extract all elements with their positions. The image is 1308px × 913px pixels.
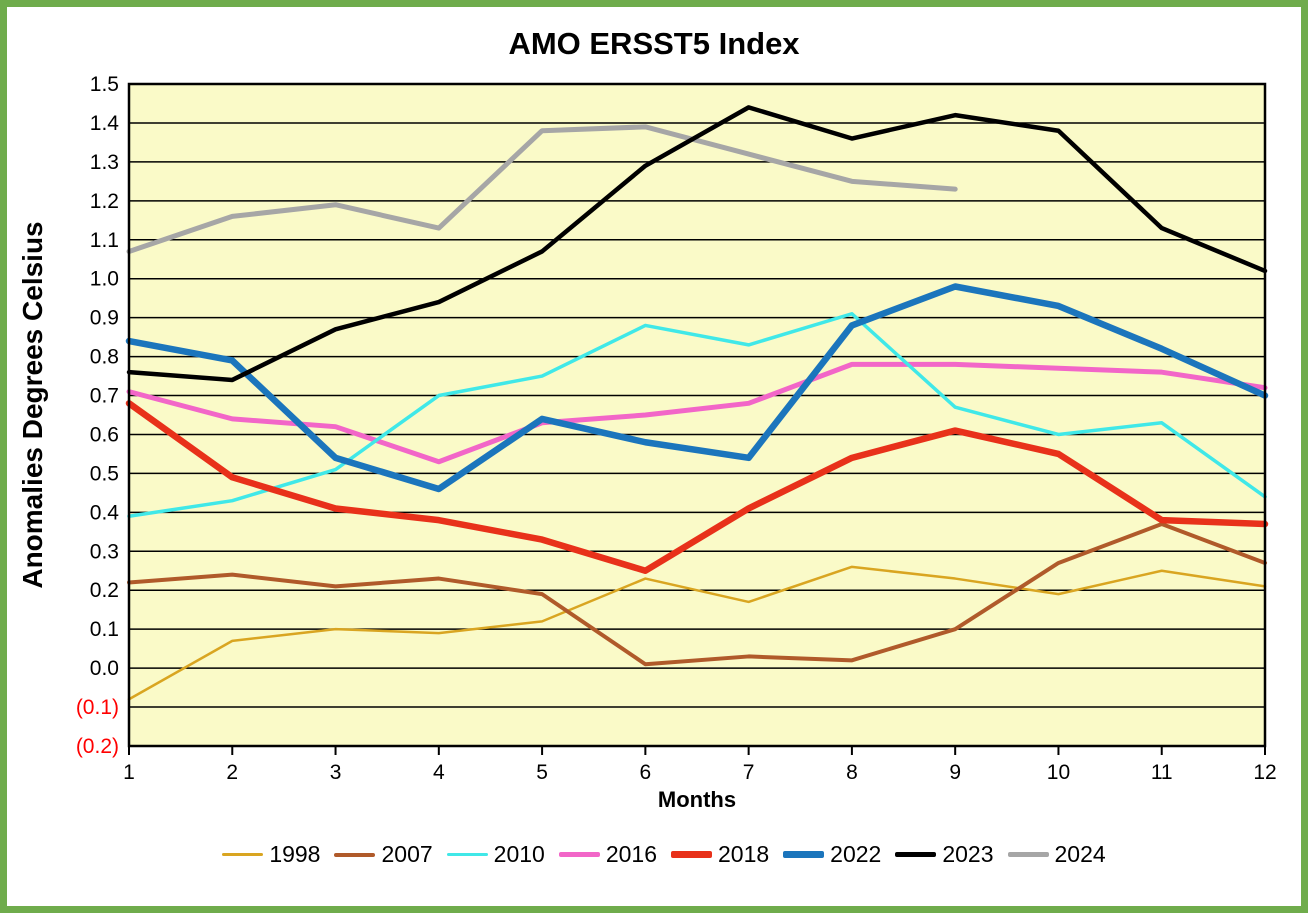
- y-tick-label-(0.2): (0.2): [76, 735, 119, 758]
- legend-label-2023: 2023: [942, 841, 994, 867]
- legend-swatch-1998: [222, 853, 264, 856]
- legend-item-2023: 2023: [895, 841, 994, 867]
- series-line-2007: [127, 522, 1267, 667]
- x-tick-label-7: 7: [743, 761, 755, 784]
- legend-swatch-2024: [1007, 852, 1049, 857]
- y-tick-label-0.6: 0.6: [90, 423, 119, 446]
- legend-item-2018: 2018: [671, 843, 769, 866]
- chart-title: AMO ERSST5 Index: [508, 26, 800, 61]
- legend-swatch-2010: [446, 852, 488, 857]
- series-line-2016: [126, 361, 1268, 465]
- x-tick-label-6: 6: [640, 761, 652, 784]
- x-axis-title: Months: [657, 787, 737, 812]
- y-tick-label-0.9: 0.9: [90, 307, 119, 330]
- legend-item-2010: 2010: [446, 841, 545, 867]
- series-line-2018: [125, 400, 1269, 575]
- y-tick-label-0.7: 0.7: [90, 385, 119, 408]
- x-tick-label-1: 1: [123, 761, 135, 784]
- y-tick-label-0.3: 0.3: [90, 540, 119, 563]
- legend-label-1998: 1998: [269, 841, 321, 867]
- legend-item-2022: 2022: [783, 843, 881, 866]
- plot-background: [129, 84, 1265, 746]
- x-tick-label-4: 4: [433, 761, 445, 784]
- plot-border: [127, 82, 1267, 748]
- y-tick-label-(0.1): (0.1): [76, 696, 119, 719]
- series-line-2024: [126, 124, 958, 254]
- legend-swatch-2007: [334, 852, 376, 857]
- legend: 1998 2007 2010 2016 2018 2022 2023 2024: [10, 843, 1308, 866]
- legend-label-2022: 2022: [830, 841, 882, 867]
- x-tick-label-5: 5: [536, 761, 548, 784]
- y-tick-label-0.1: 0.1: [90, 618, 119, 641]
- y-tick-label-0.4: 0.4: [90, 501, 120, 524]
- y-tick-label-1.1: 1.1: [90, 229, 119, 252]
- x-tick-label-9: 9: [949, 761, 961, 784]
- y-tick-label-1.5: 1.5: [90, 73, 119, 96]
- y-tick-label-0.2: 0.2: [90, 579, 119, 602]
- legend-swatch-2018: [671, 851, 712, 858]
- legend-swatch-2016: [558, 852, 600, 857]
- legend-item-2024: 2024: [1007, 841, 1106, 867]
- y-tick-label-0.8: 0.8: [90, 346, 119, 369]
- legend-swatch-2023: [895, 852, 937, 857]
- y-tick-label-1.3: 1.3: [90, 151, 119, 174]
- x-tick-label-11: 11: [1151, 761, 1173, 784]
- legend-item-1998: 1998: [222, 843, 320, 866]
- legend-label-2007: 2007: [381, 841, 433, 867]
- y-tick-label-0.0: 0.0: [90, 657, 119, 680]
- x-tick-label-3: 3: [330, 761, 342, 784]
- legend-item-2007: 2007: [334, 841, 433, 867]
- legend-label-2024: 2024: [1054, 841, 1106, 867]
- legend-item-2016: 2016: [558, 841, 657, 867]
- series-line-2023: [126, 105, 1268, 383]
- x-tick-label-2: 2: [226, 761, 238, 784]
- series-line-2010: [127, 312, 1267, 518]
- x-tick-label-12: 12: [1253, 761, 1276, 784]
- legend-swatch-2022: [783, 851, 825, 858]
- x-tick-label-8: 8: [846, 761, 858, 784]
- series-line-1998: [127, 565, 1267, 701]
- y-tick-label-1.2: 1.2: [90, 190, 119, 213]
- series-line-2022: [125, 283, 1269, 493]
- y-tick-label-1.0: 1.0: [90, 268, 119, 291]
- x-tick-label-10: 10: [1047, 761, 1070, 784]
- legend-label-2018: 2018: [718, 841, 770, 867]
- legend-label-2016: 2016: [605, 841, 657, 867]
- legend-label-2010: 2010: [493, 841, 545, 867]
- y-tick-label-0.5: 0.5: [90, 462, 119, 485]
- y-tick-label-1.4: 1.4: [90, 112, 120, 135]
